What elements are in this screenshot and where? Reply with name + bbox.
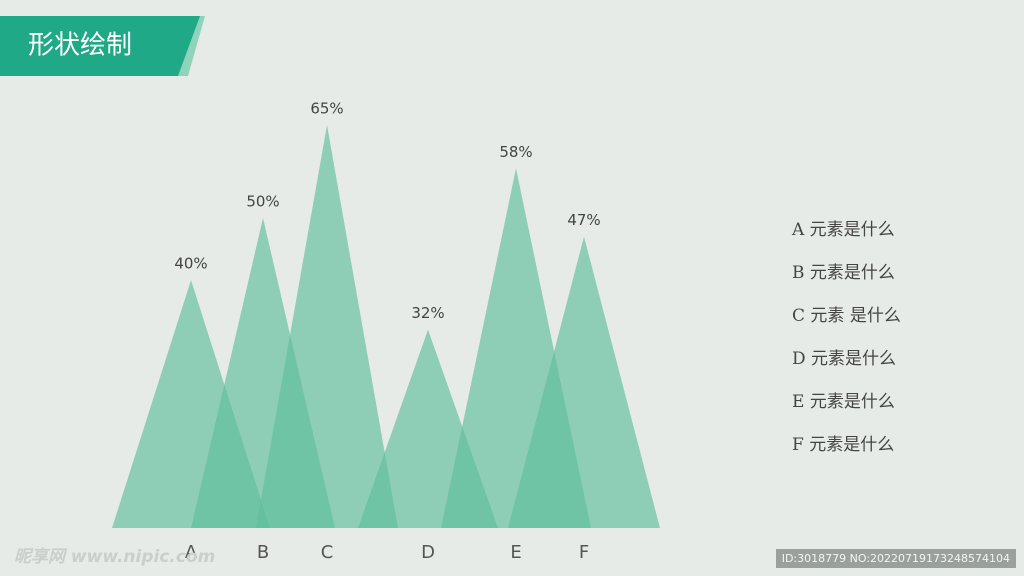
- x-tick-label: C: [321, 542, 334, 563]
- x-tick-label: E: [510, 542, 521, 563]
- watermark-id: ID:3018779 NO:20220719173248574104: [775, 549, 1016, 568]
- legend-item: A 元素是什么: [792, 220, 895, 240]
- data-label: 40%: [174, 255, 207, 273]
- legend-item: B 元素是什么: [792, 263, 895, 283]
- legend-item: C 元素 是什么: [792, 306, 901, 326]
- legend-item: D 元素是什么: [792, 349, 897, 369]
- data-label: 50%: [246, 193, 279, 211]
- title-banner: [0, 16, 200, 76]
- data-label: 47%: [567, 211, 600, 229]
- data-label: 65%: [310, 100, 343, 118]
- legend-item: F 元素是什么: [792, 435, 895, 455]
- watermark: 昵享网 www.nipic.com: [14, 547, 216, 567]
- triangle: [508, 236, 660, 528]
- plot: 40% A 50% B 65% C 32% D 58% E 47% F: [112, 100, 660, 563]
- chart-title: 形状绘制: [28, 31, 132, 61]
- x-tick-label: D: [421, 542, 435, 563]
- x-tick-label: A: [185, 542, 198, 563]
- legend: A 元素是什么 B 元素是什么 C 元素 是什么 D 元素是什么 E 元素是什么 F 元素…: [792, 216, 901, 474]
- x-tick-label: F: [579, 542, 589, 563]
- x-tick-label: B: [257, 542, 269, 563]
- triangle: [256, 125, 398, 528]
- data-label: 58%: [499, 143, 532, 161]
- legend-item: E 元素是什么: [792, 392, 895, 412]
- data-label: 32%: [411, 304, 444, 322]
